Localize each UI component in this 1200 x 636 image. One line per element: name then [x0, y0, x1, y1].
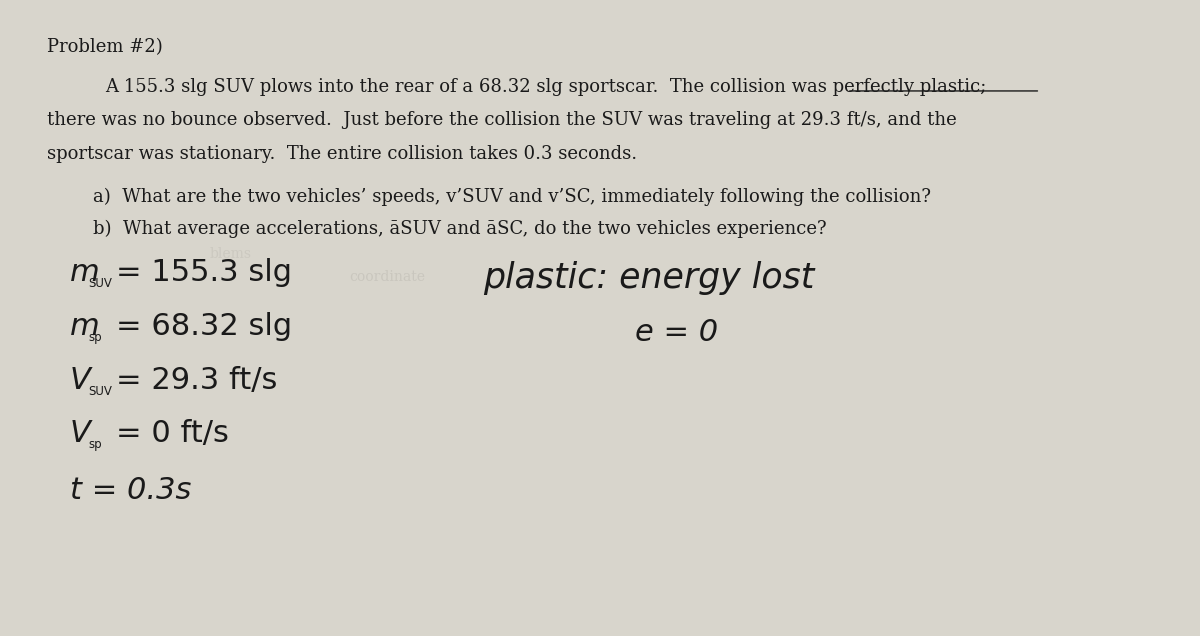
- Text: m: m: [70, 312, 100, 341]
- Text: = 68.32 slg: = 68.32 slg: [116, 312, 293, 341]
- Text: SUV: SUV: [89, 385, 113, 398]
- Text: b)  What average accelerations, āSUV and āSC, do the two vehicles experience?: b) What average accelerations, āSUV and …: [94, 219, 827, 238]
- Text: A 155.3 slg SUV plows into the rear of a 68.32 slg sportscar.  The collision was: A 155.3 slg SUV plows into the rear of a…: [104, 78, 986, 95]
- Text: sp: sp: [89, 438, 102, 451]
- Text: V: V: [70, 366, 91, 395]
- Text: t = 0.3s: t = 0.3s: [70, 476, 191, 506]
- Text: Problem #2): Problem #2): [47, 38, 162, 56]
- Text: there was no bounce observed.  Just before the collision the SUV was traveling a: there was no bounce observed. Just befor…: [47, 111, 956, 129]
- Text: blems: blems: [210, 247, 252, 261]
- Text: = 29.3 ft/s: = 29.3 ft/s: [116, 366, 278, 395]
- Text: sportscar was stationary.  The entire collision takes 0.3 seconds.: sportscar was stationary. The entire col…: [47, 145, 637, 163]
- Text: SUV: SUV: [89, 277, 113, 289]
- Text: e = 0: e = 0: [635, 318, 718, 347]
- Text: = 0 ft/s: = 0 ft/s: [116, 419, 229, 448]
- Text: V: V: [70, 419, 91, 448]
- Text: a)  What are the two vehicles’ speeds, v’SUV and v’SC, immediately following the: a) What are the two vehicles’ speeds, v’…: [94, 188, 931, 206]
- Text: = 155.3 slg: = 155.3 slg: [116, 258, 293, 287]
- Text: coordinate: coordinate: [349, 270, 426, 284]
- Text: plastic: energy lost: plastic: energy lost: [484, 261, 815, 295]
- Text: sp: sp: [89, 331, 102, 343]
- Text: m: m: [70, 258, 100, 287]
